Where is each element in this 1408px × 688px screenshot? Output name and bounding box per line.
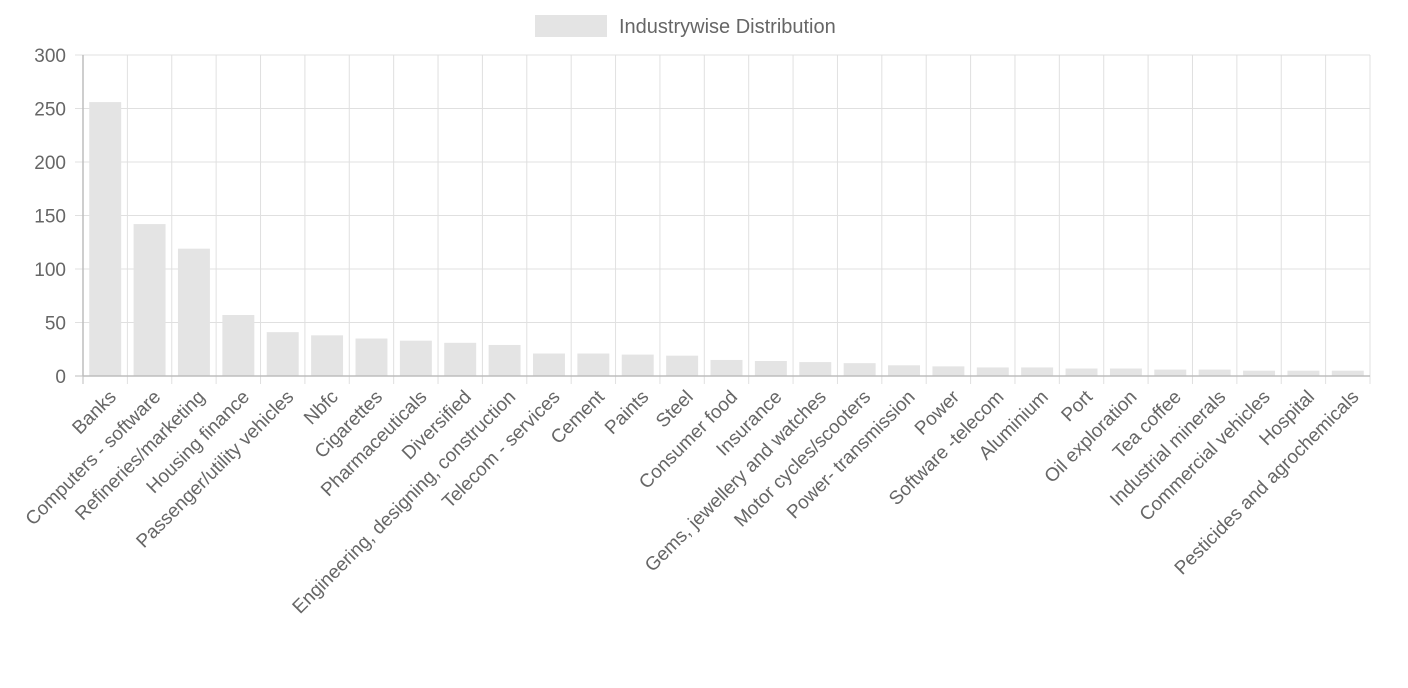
bar[interactable] bbox=[1065, 368, 1098, 376]
y-tick-label: 200 bbox=[34, 153, 66, 174]
bar[interactable] bbox=[1198, 369, 1231, 376]
bar[interactable] bbox=[311, 335, 344, 376]
bar[interactable] bbox=[133, 224, 166, 376]
bar[interactable] bbox=[888, 365, 920, 376]
y-tick-label: 0 bbox=[55, 367, 66, 388]
y-tick-label: 150 bbox=[34, 207, 66, 228]
bar[interactable] bbox=[488, 344, 521, 376]
y-tick-label: 300 bbox=[34, 46, 66, 67]
bar[interactable] bbox=[266, 332, 299, 376]
bar[interactable] bbox=[177, 248, 210, 376]
bar[interactable] bbox=[621, 354, 654, 376]
bar[interactable] bbox=[843, 363, 876, 376]
y-tick-label: 250 bbox=[34, 100, 66, 121]
bar[interactable] bbox=[976, 367, 1009, 376]
chart-legend[interactable]: Industrywise Distribution bbox=[535, 15, 836, 38]
bar[interactable] bbox=[666, 355, 699, 376]
bar[interactable] bbox=[444, 342, 477, 376]
bar[interactable] bbox=[1109, 368, 1142, 376]
chart-axes bbox=[82, 55, 1370, 377]
bar[interactable] bbox=[222, 315, 255, 376]
bar[interactable] bbox=[1243, 370, 1276, 376]
chart-bars bbox=[89, 102, 1364, 376]
bar[interactable] bbox=[754, 361, 787, 376]
bar[interactable] bbox=[355, 338, 388, 376]
bar[interactable] bbox=[399, 340, 432, 376]
legend-label[interactable]: Industrywise Distribution bbox=[619, 16, 836, 38]
x-tick-label: Paints bbox=[601, 387, 653, 439]
bar[interactable] bbox=[1287, 370, 1320, 376]
legend-swatch[interactable] bbox=[535, 15, 607, 37]
bar[interactable] bbox=[533, 353, 565, 376]
bar[interactable] bbox=[1331, 370, 1364, 376]
y-tick-label: 100 bbox=[34, 260, 66, 281]
bar[interactable] bbox=[1021, 367, 1054, 376]
y-tick-label: 50 bbox=[45, 314, 66, 335]
x-tick-label: Port bbox=[1058, 386, 1098, 426]
y-axis-tick-labels: 0 50 100 150 200 250 300 bbox=[34, 46, 66, 388]
bar[interactable] bbox=[710, 359, 743, 376]
bar[interactable] bbox=[932, 366, 965, 376]
bar[interactable] bbox=[799, 362, 832, 376]
bar[interactable] bbox=[1154, 369, 1187, 376]
chart-grid bbox=[75, 54, 1371, 384]
bar[interactable] bbox=[89, 102, 122, 376]
bar[interactable] bbox=[577, 353, 610, 376]
